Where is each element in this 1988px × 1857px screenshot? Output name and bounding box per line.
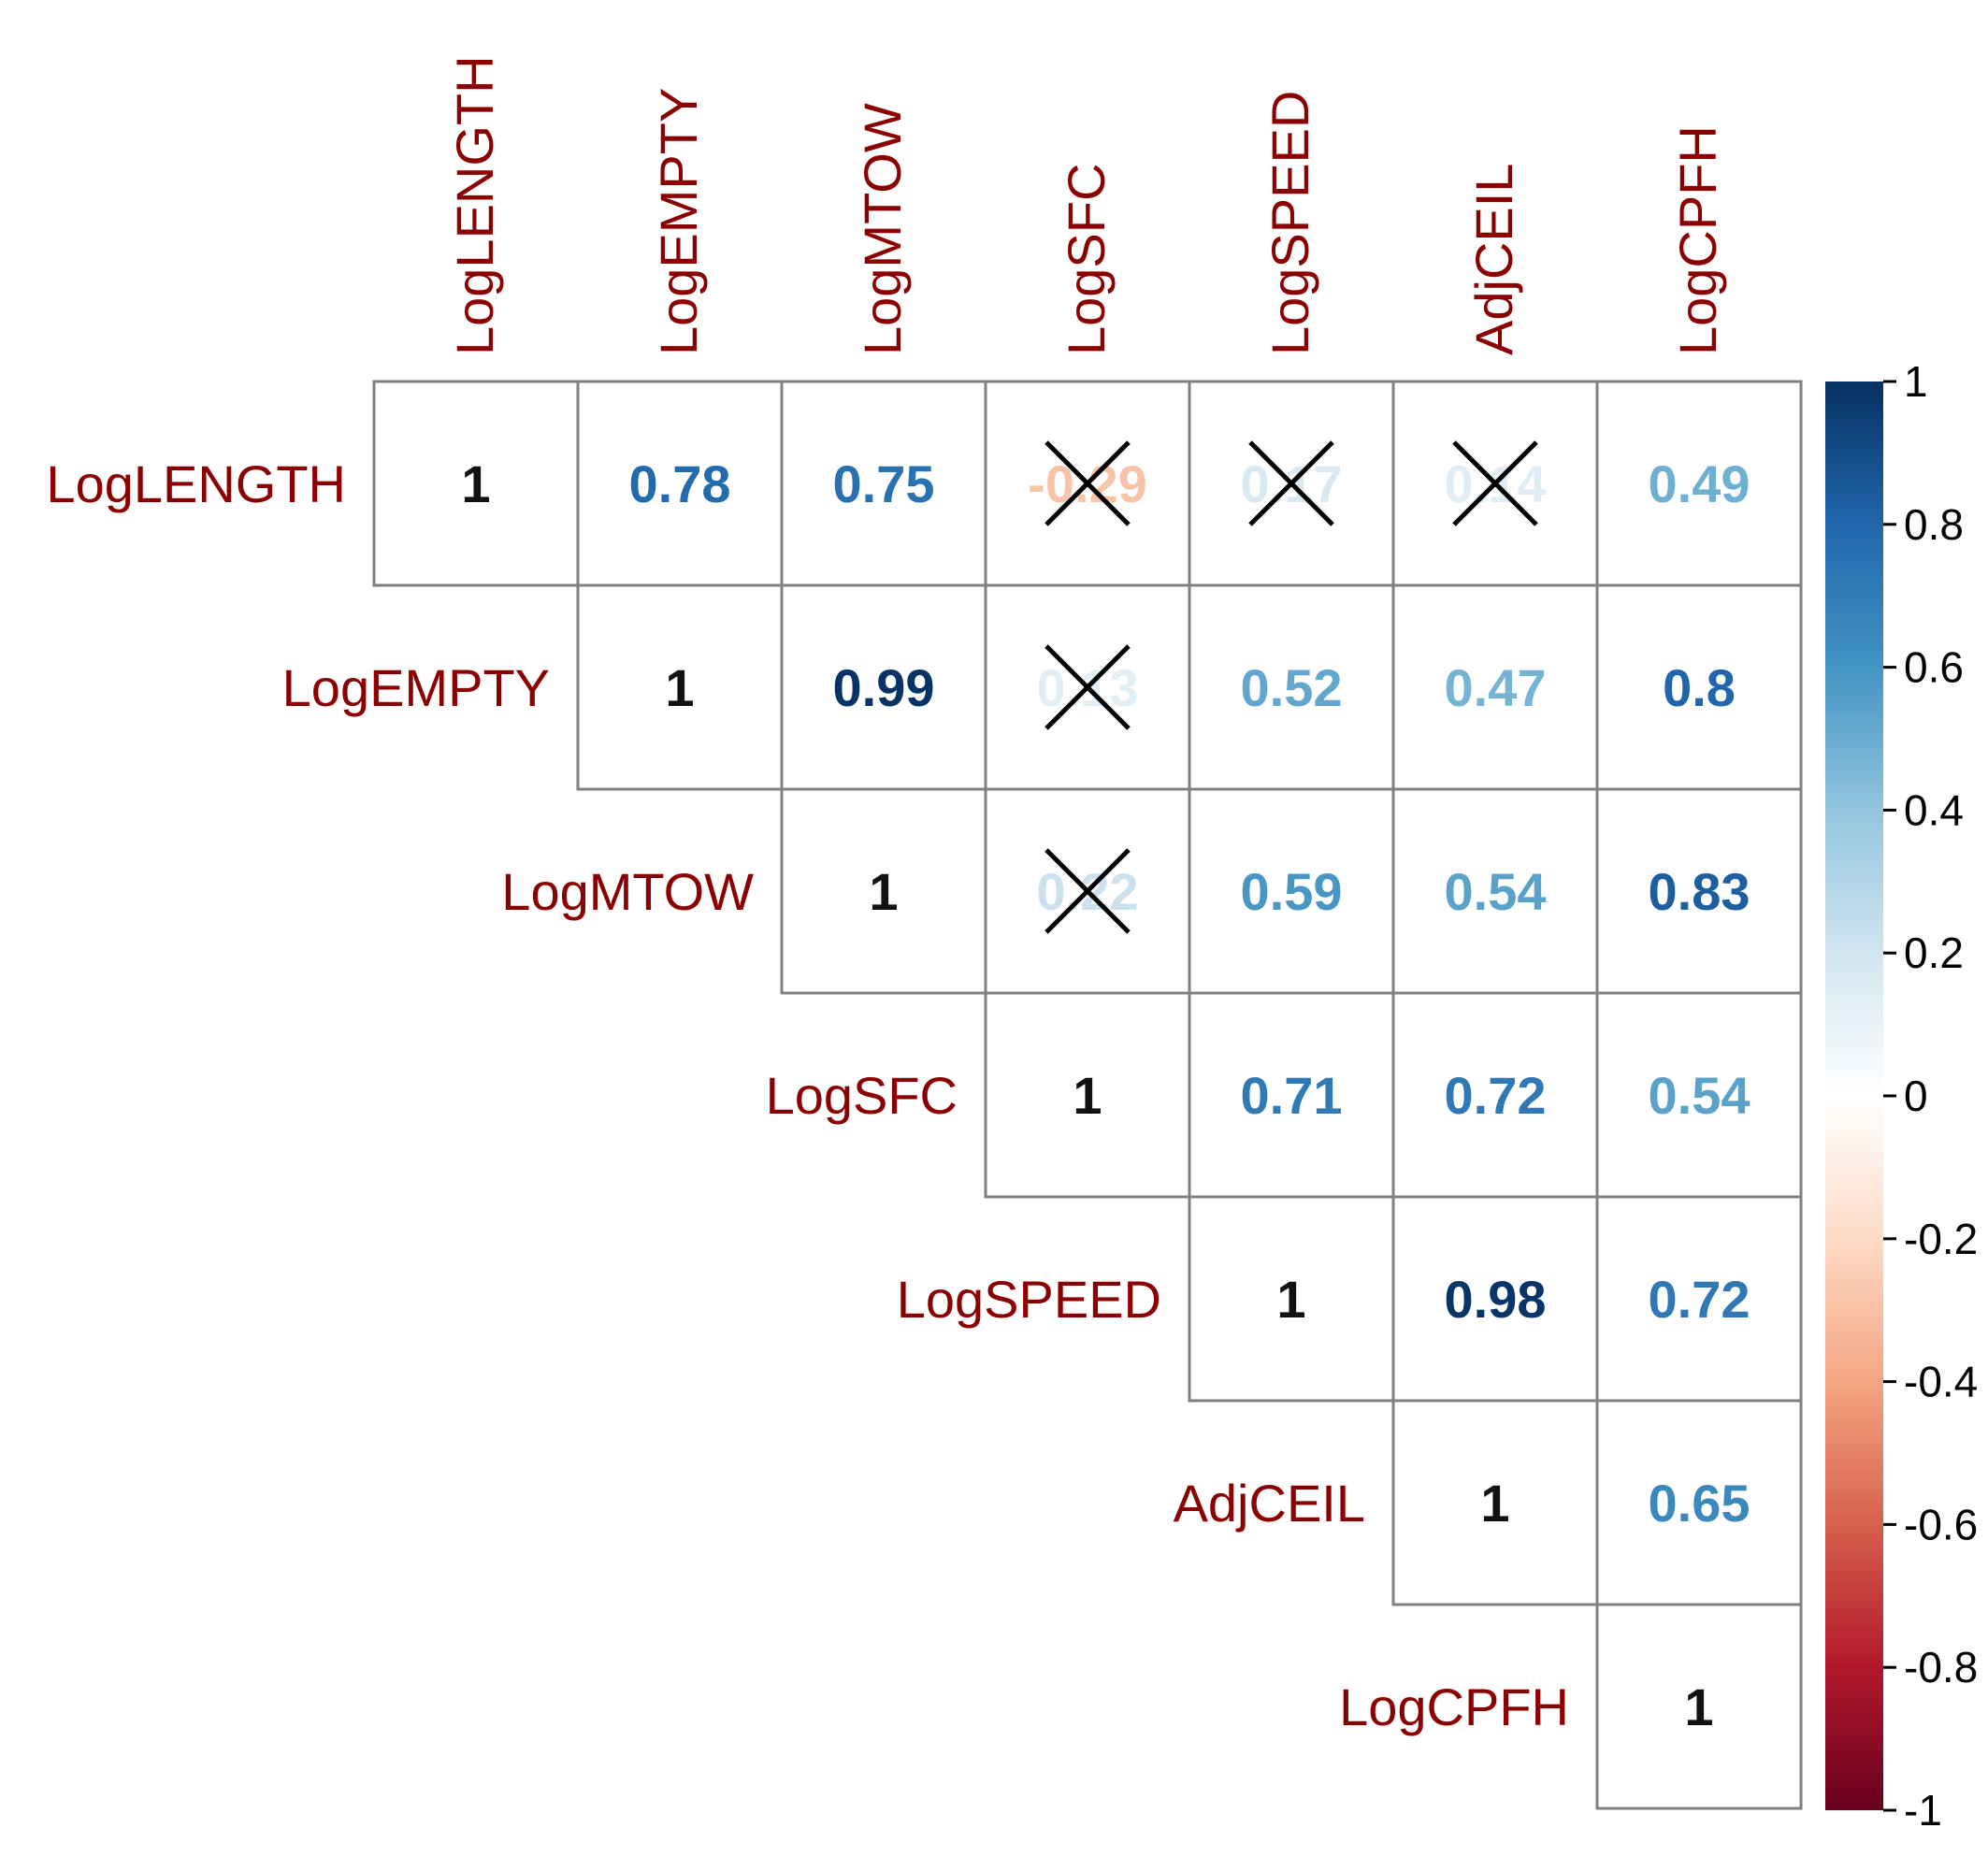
cell-value-6-6: 1 [1684, 1677, 1713, 1736]
row-labels: LogLENGTH LogEMPTY LogMTOW LogSFC LogSPEED Ad… [46, 454, 1569, 1736]
cell-value-4-5: 0.98 [1445, 1270, 1547, 1329]
cell-0-1 [576, 380, 784, 587]
cross-mark [1044, 440, 1131, 526]
colorbar-tick-label: 0.8 [1904, 500, 1964, 549]
cross-mark [1044, 848, 1131, 934]
cell-value-0-6: 0.49 [1649, 454, 1750, 513]
cell-1-6 [1595, 583, 1803, 791]
colorbar-tick-label: 1 [1904, 357, 1928, 406]
cell-value-1-2: 0.99 [833, 658, 935, 717]
column-labels: LogLENGTH LogEMPTY LogMTOW LogSFC LogSPEED Ad… [445, 55, 1727, 355]
cell-value-4-4: 1 [1276, 1270, 1305, 1329]
colorbar-tick-label: 0.4 [1904, 785, 1964, 834]
cell-value-2-6: 0.83 [1649, 862, 1750, 921]
colorbar-tick-label: 0.6 [1904, 643, 1964, 692]
cell-3-5 [1391, 991, 1599, 1199]
cross-mark [1248, 440, 1334, 526]
cell-value-3-6: 0.54 [1649, 1066, 1750, 1125]
colorbar-tick-label: -0.8 [1904, 1643, 1978, 1691]
cell-3-3 [984, 991, 1191, 1199]
cell-4-4 [1188, 1195, 1395, 1403]
cell-2-5 [1391, 787, 1599, 995]
cell-value-0-2: 0.75 [833, 454, 935, 513]
cell-value-0-1: 0.78 [629, 454, 731, 513]
col-label-LogSFC: LogSFC [1057, 164, 1116, 355]
col-label-LogMTOW: LogMTOW [853, 103, 912, 355]
colorbar-tick-label: -1 [1904, 1786, 1942, 1835]
col-label-LogCPFH: LogCPFH [1668, 125, 1727, 355]
row-label-LogMTOW: LogMTOW [501, 862, 754, 921]
colorbar-tick-label: 0.2 [1904, 928, 1964, 977]
cell-value-5-6: 0.65 [1649, 1474, 1750, 1533]
cell-6-6 [1595, 1603, 1803, 1810]
col-label-LogEMPTY: LogEMPTY [649, 88, 708, 355]
colorbar-tick-label: 0 [1904, 1072, 1928, 1120]
cell-2-2 [780, 787, 987, 995]
row-label-LogEMPTY: LogEMPTY [282, 658, 550, 717]
cell-value-2-4: 0.59 [1241, 862, 1343, 921]
cell-5-6 [1595, 1399, 1803, 1606]
cell-3-4 [1188, 991, 1395, 1199]
cell-value-0-0: 1 [461, 454, 490, 513]
cell-0-6 [1595, 380, 1803, 587]
cell-1-4 [1188, 583, 1395, 791]
row-label-LogSPEED: LogSPEED [897, 1270, 1161, 1329]
cell-value-1-6: 0.8 [1663, 658, 1736, 717]
cell-0-0 [372, 380, 580, 587]
cell-grid: 10.780.75-0.290.170.140.4910.990.130.520… [372, 380, 1803, 1810]
cell-value-4-6: 0.72 [1649, 1270, 1750, 1329]
cell-1-2 [780, 583, 987, 791]
cell-4-5 [1391, 1195, 1599, 1403]
row-label-LogLENGTH: LogLENGTH [46, 454, 346, 513]
cell-5-5 [1391, 1399, 1599, 1606]
cross-mark [1044, 644, 1131, 730]
cell-value-3-4: 0.71 [1241, 1066, 1343, 1125]
cell-value-2-2: 1 [869, 862, 898, 921]
cell-0-2 [780, 380, 987, 587]
cross-mark [1452, 440, 1538, 526]
cell-value-2-5: 0.54 [1445, 862, 1547, 921]
colorbar-gradient [1825, 381, 1883, 1810]
colorbar-tick-label: -0.2 [1904, 1215, 1978, 1263]
cell-3-6 [1595, 991, 1803, 1199]
cell-value-5-5: 1 [1480, 1474, 1509, 1533]
cell-value-1-5: 0.47 [1445, 658, 1547, 717]
colorbar-tick-label: -0.4 [1904, 1358, 1978, 1406]
cell-1-1 [576, 583, 784, 791]
cell-value-3-5: 0.72 [1445, 1066, 1547, 1125]
col-label-LogLENGTH: LogLENGTH [445, 55, 504, 355]
col-label-AdjCEIL: AdjCEIL [1464, 164, 1523, 355]
colorbar-tick-label: -0.6 [1904, 1500, 1978, 1548]
row-label-LogSFC: LogSFC [766, 1066, 958, 1125]
cell-value-3-3: 1 [1073, 1066, 1102, 1125]
cell-4-6 [1595, 1195, 1803, 1403]
row-label-LogCPFH: LogCPFH [1339, 1677, 1569, 1736]
colorbar: 1 0.8 0.6 0.4 0.2 0 -0.2 -0.4 -0.6 -0.8 -1 [1825, 357, 1978, 1835]
cell-value-1-1: 1 [665, 658, 694, 717]
cell-value-1-4: 0.52 [1241, 658, 1343, 717]
col-label-LogSPEED: LogSPEED [1261, 91, 1319, 355]
cell-1-5 [1391, 583, 1599, 791]
row-label-AdjCEIL: AdjCEIL [1174, 1474, 1365, 1533]
